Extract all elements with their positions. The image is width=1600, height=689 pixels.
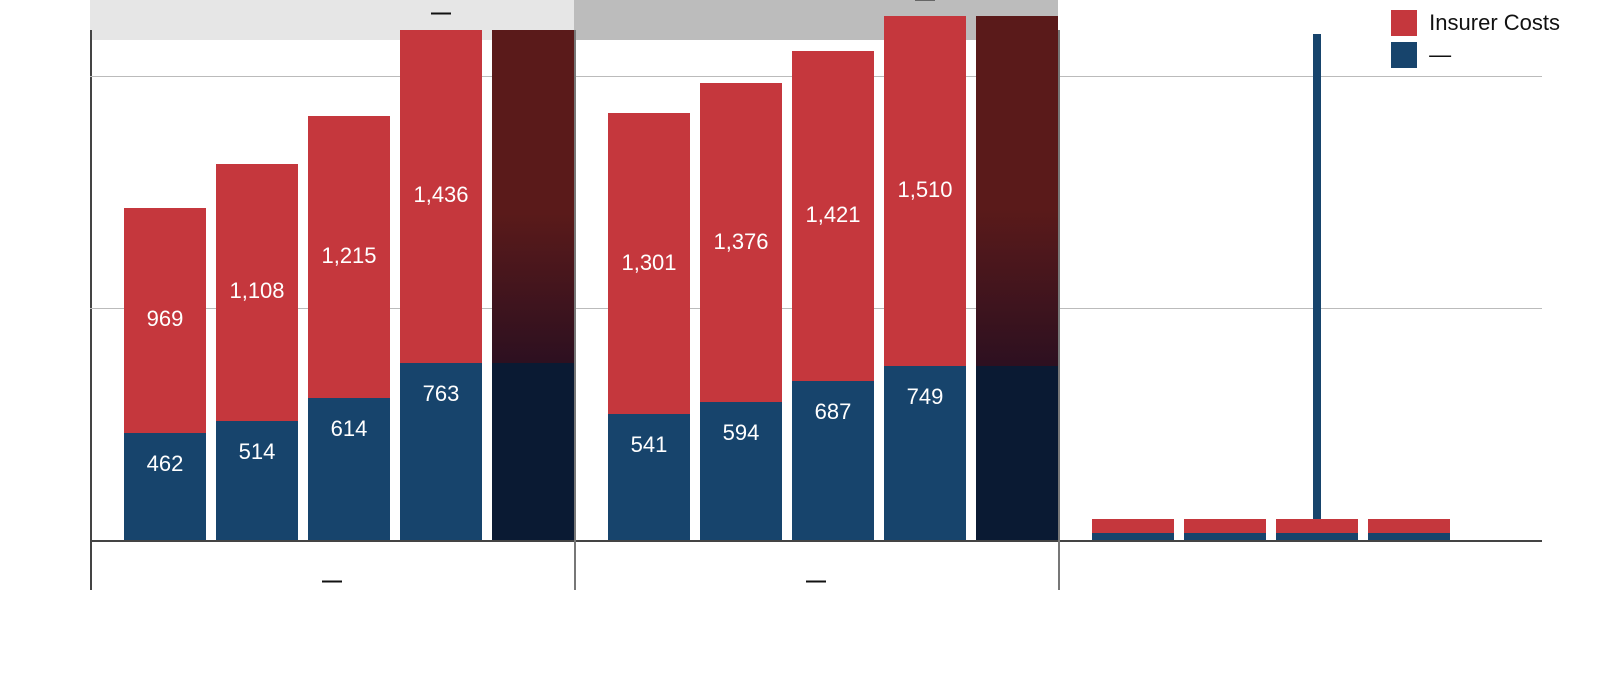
bar-bottom-value: 614 xyxy=(298,416,400,442)
bar-total-label: — xyxy=(380,2,502,25)
panel-divider xyxy=(1058,30,1060,590)
bar-bottom xyxy=(492,363,574,540)
legend-label-top: Insurer Costs xyxy=(1429,10,1560,36)
legend: Insurer Costs — xyxy=(1391,10,1560,74)
bar-top-value: 1,376 xyxy=(690,229,792,255)
y-axis xyxy=(90,30,92,590)
bar-bottom xyxy=(124,433,206,540)
bar-bottom xyxy=(976,366,1058,540)
bar-total-label: — xyxy=(864,0,986,11)
legend-swatch-bottom xyxy=(1391,42,1417,68)
bar-bottom-value: 687 xyxy=(782,399,884,425)
panel-title: — xyxy=(574,570,1058,593)
bar-top-value: 1,108 xyxy=(206,278,308,304)
bar-top xyxy=(1184,519,1266,533)
bar-top-value: 1,421 xyxy=(782,202,884,228)
panel-divider xyxy=(574,30,576,590)
panel-title: — xyxy=(90,570,574,593)
legend-label-bottom: — xyxy=(1429,42,1451,68)
bar-bottom xyxy=(1276,533,1358,540)
bar-top xyxy=(492,30,574,363)
bar-bottom-value: 541 xyxy=(598,432,700,458)
bar-bottom-value: 594 xyxy=(690,420,792,446)
bar-top-value: 1,215 xyxy=(298,243,400,269)
chart-viewport: { "canvas": { "width": 1600, "height": 6… xyxy=(0,0,1600,689)
bar-bottom xyxy=(1368,533,1450,540)
bar-top xyxy=(1276,519,1358,533)
legend-item-bottom: — xyxy=(1391,42,1560,68)
x-axis xyxy=(90,540,1542,542)
bar-bottom xyxy=(1092,533,1174,540)
bar-top-value: 1,510 xyxy=(874,177,976,203)
bar-top xyxy=(976,16,1058,366)
bar-bottom-value: 763 xyxy=(390,381,492,407)
bar-top-value: 969 xyxy=(114,306,216,332)
legend-swatch-top xyxy=(1391,10,1417,36)
bar-bottom-value: 462 xyxy=(114,451,216,477)
bar-top-value: 1,301 xyxy=(598,250,700,276)
bar-bottom xyxy=(1184,533,1266,540)
bar-bottom-value: 749 xyxy=(874,384,976,410)
bar-top xyxy=(1368,519,1450,533)
bar-spike xyxy=(1313,34,1321,540)
bar-top xyxy=(1092,519,1174,533)
bar-bottom-value: 514 xyxy=(206,439,308,465)
bar-top-value: 1,436 xyxy=(390,182,492,208)
legend-item-insurer-costs: Insurer Costs xyxy=(1391,10,1560,36)
